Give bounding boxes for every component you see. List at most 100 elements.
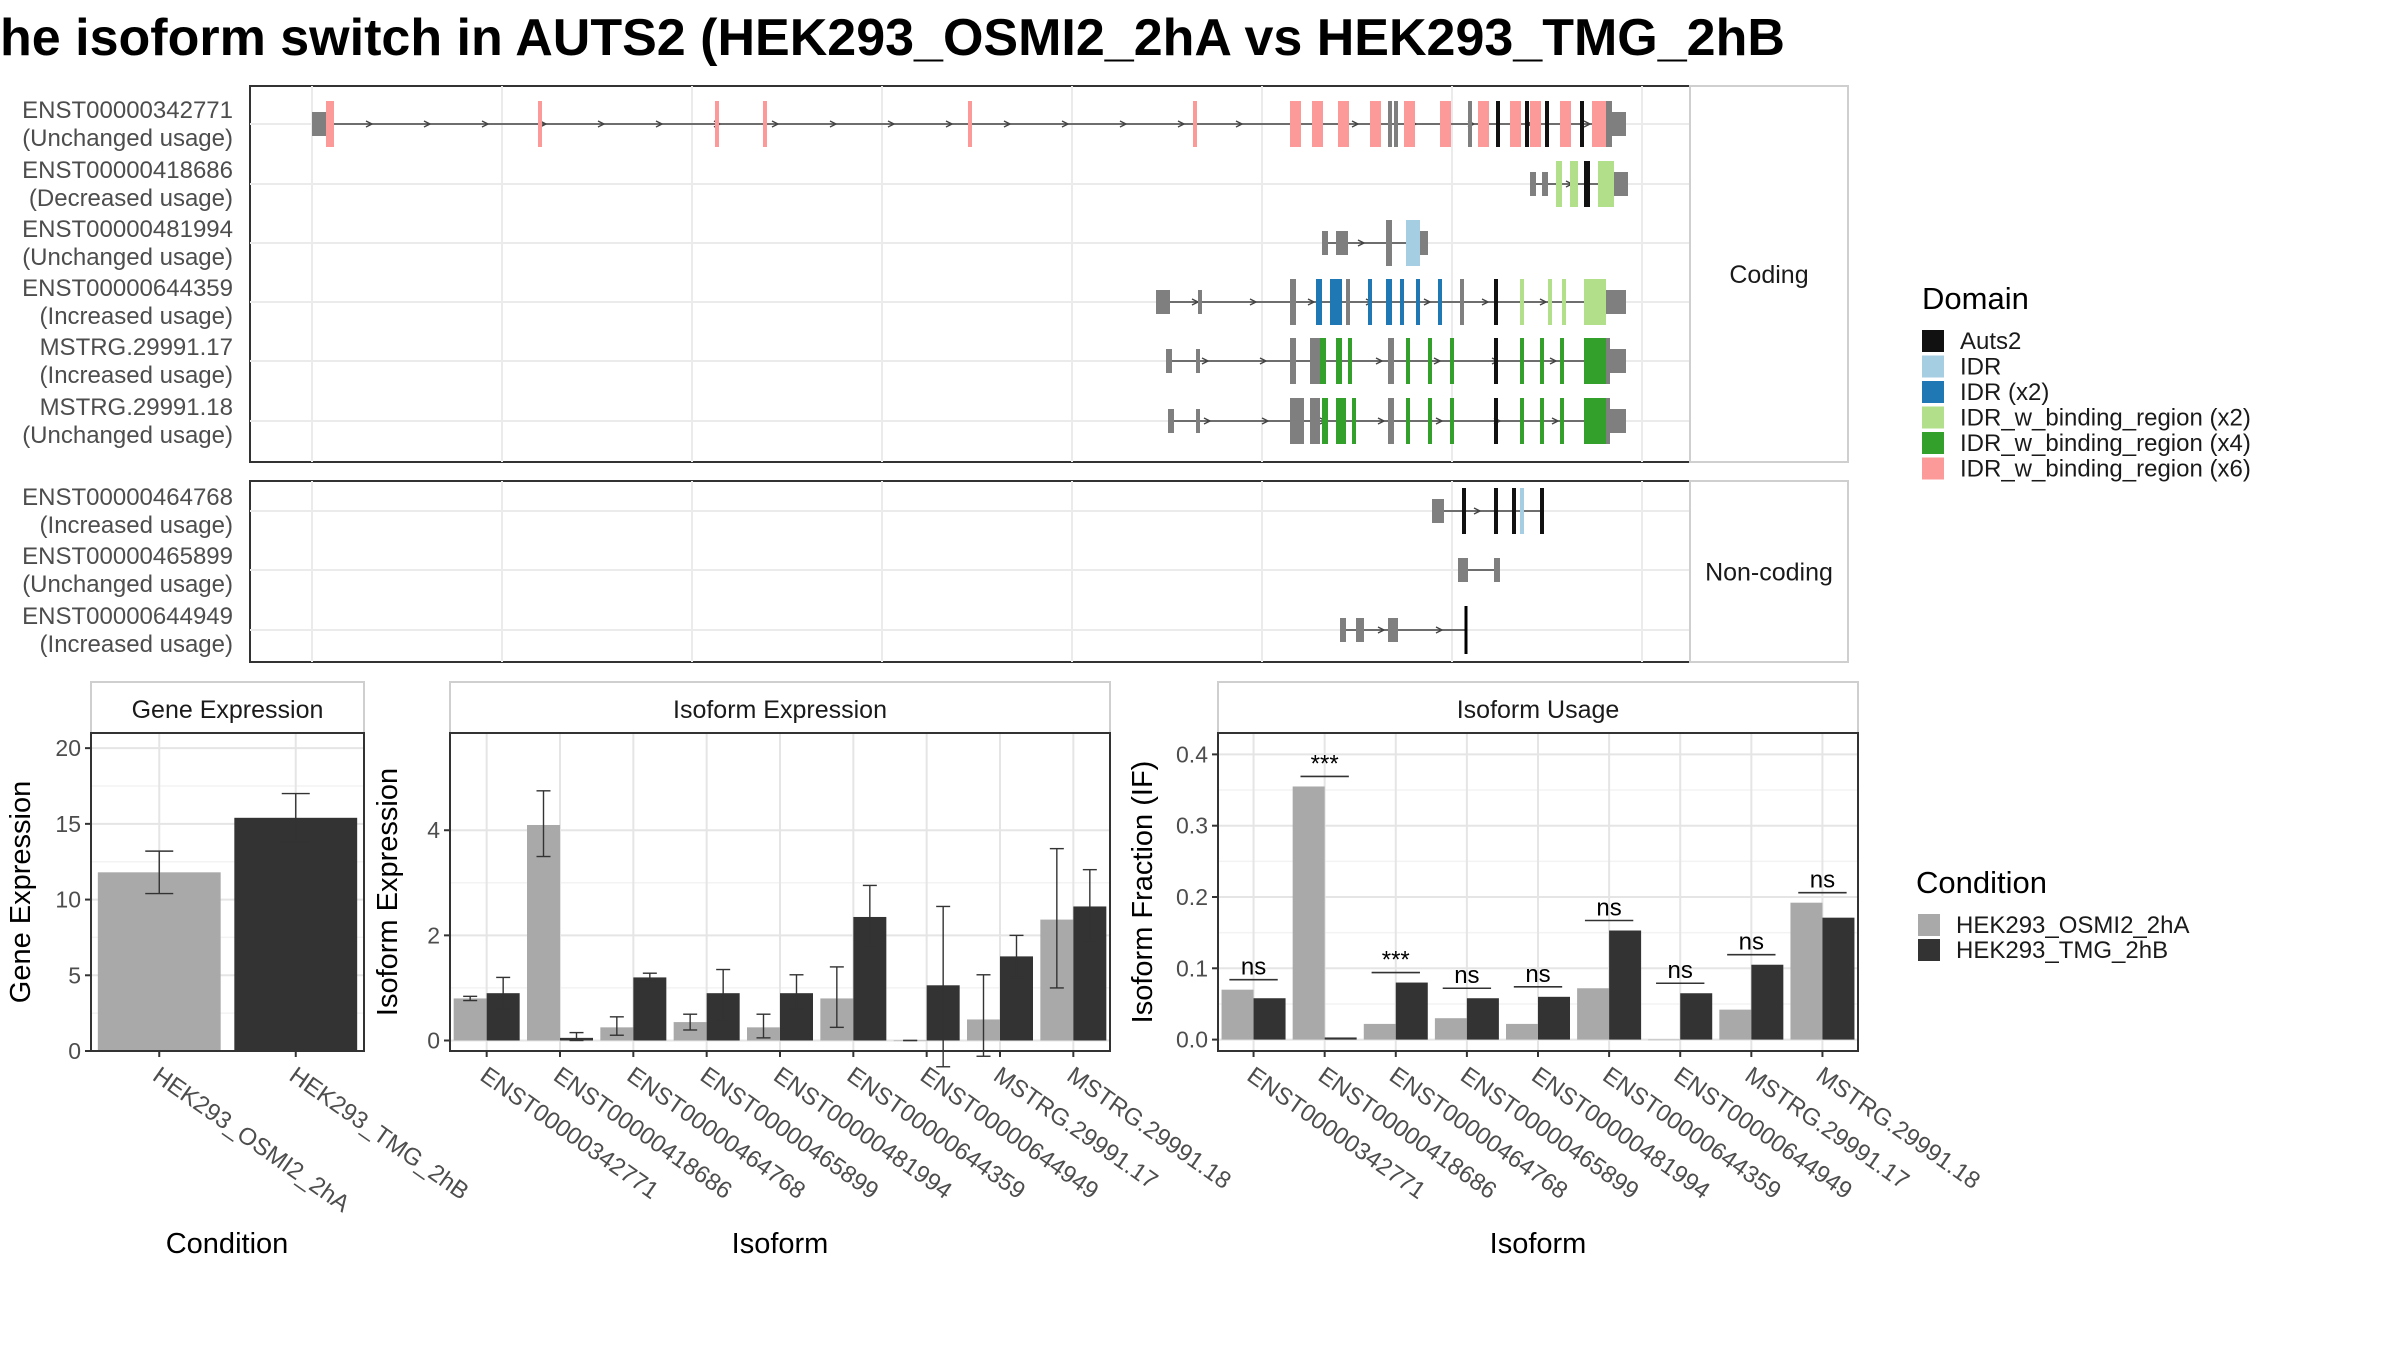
strand-arrow [771, 120, 780, 128]
strand-arrow [1375, 357, 1384, 365]
condition-legend-title: Condition [1916, 865, 2047, 900]
bar [1292, 786, 1325, 1040]
exon [1496, 101, 1500, 147]
panel-title: Isoform Expression [673, 696, 887, 724]
exon [968, 101, 972, 147]
exon [1540, 488, 1544, 534]
exon [1570, 161, 1578, 207]
noncoding-strip-label: Non-coding [1705, 559, 1833, 587]
strand-arrow [1259, 357, 1268, 365]
strand-arrow [481, 120, 490, 128]
exon [1406, 398, 1410, 444]
exon [1428, 338, 1432, 384]
isoform-row-id: MSTRG.29991.17 [40, 334, 233, 361]
significance-label: ns [1739, 929, 1764, 956]
y-tick-label: 15 [55, 811, 81, 837]
strand-arrow [1351, 120, 1360, 128]
exon [1386, 279, 1392, 325]
strand-arrow [1003, 120, 1012, 128]
bar [673, 1022, 707, 1041]
strand-arrow [945, 120, 954, 128]
exon [1468, 101, 1472, 147]
exon [1312, 101, 1323, 147]
bar [1577, 988, 1610, 1040]
exon [1520, 338, 1524, 384]
exon [1614, 172, 1628, 196]
exon [1406, 338, 1410, 384]
panel-strip [90, 681, 365, 734]
exon [1520, 279, 1524, 325]
panel-title: Gene Expression [132, 696, 324, 724]
exon [1166, 349, 1172, 373]
exon [326, 101, 334, 147]
domain-legend-swatch [1922, 355, 1944, 378]
exon [1494, 398, 1498, 444]
domain-legend-title: Domain [1922, 281, 2029, 316]
exon [1340, 618, 1346, 642]
exon [538, 101, 542, 147]
exon [1592, 101, 1606, 147]
y-tick-label: 5 [68, 962, 81, 988]
exon [1290, 398, 1304, 444]
exon [1428, 398, 1432, 444]
exon [1346, 279, 1350, 325]
strand-arrow [1549, 357, 1558, 365]
y-tick-label: 10 [55, 887, 81, 913]
bar [1790, 902, 1823, 1040]
significance-label: ns [1241, 954, 1266, 981]
bar [1324, 1037, 1357, 1040]
significance-label: ns [1596, 895, 1621, 922]
condition-legend-swatch [1918, 939, 1940, 961]
exon [1608, 161, 1614, 207]
isoform-row-usage: (Increased usage) [40, 631, 233, 658]
isoform-row-id: ENST00000644949 [22, 603, 233, 630]
y-axis-title: Gene Expression [5, 781, 37, 1003]
exon [1414, 220, 1420, 266]
exon [1560, 101, 1571, 147]
exon [1606, 101, 1612, 147]
bar [1822, 917, 1855, 1040]
gene-expression-chart: Gene Expression05101520HEK293_OSMI2_2hAH… [5, 681, 474, 1260]
bar [1719, 1009, 1752, 1040]
isoform-row-id: ENST00000418686 [22, 157, 233, 184]
y-tick-label: 0 [427, 1027, 440, 1053]
exon [1352, 398, 1356, 444]
significance-label: ns [1525, 961, 1550, 988]
y-tick-label: 0.4 [1176, 741, 1208, 767]
exon [1310, 398, 1320, 444]
exon [1606, 398, 1610, 444]
strand-arrow [655, 120, 664, 128]
exon [1584, 161, 1590, 207]
condition-legend-swatch [1918, 914, 1940, 936]
strand-arrow [1307, 298, 1316, 306]
strand-arrow [1249, 298, 1258, 306]
exon [1330, 279, 1342, 325]
strand-arrow [1539, 298, 1548, 306]
significance-label: ns [1668, 957, 1693, 984]
exon [1420, 231, 1428, 255]
exon [1320, 338, 1326, 384]
exon [1368, 279, 1372, 325]
panel-strip [1217, 681, 1859, 734]
strand-arrow [1201, 357, 1210, 365]
condition-legend-label: HEK293_OSMI2_2hA [1956, 912, 2189, 939]
exon [1598, 279, 1606, 325]
isoform-row-id: ENST00000644359 [22, 275, 233, 302]
significance-label: *** [1382, 947, 1410, 974]
strand-arrow [1583, 120, 1592, 128]
exon [1606, 338, 1610, 384]
exon [1612, 112, 1626, 136]
exon [1548, 279, 1552, 325]
isoform-row-usage: (Increased usage) [40, 362, 233, 389]
exon [1540, 398, 1544, 444]
domain-legend-swatch [1922, 406, 1944, 429]
exon [1404, 101, 1415, 147]
bar [1680, 993, 1713, 1040]
exon [1438, 279, 1442, 325]
exon [1494, 488, 1498, 534]
exon [1450, 338, 1454, 384]
y-tick-label: 0 [68, 1038, 81, 1064]
exon [1560, 338, 1564, 384]
significance-label: ns [1454, 962, 1479, 989]
bar [1538, 996, 1570, 1040]
